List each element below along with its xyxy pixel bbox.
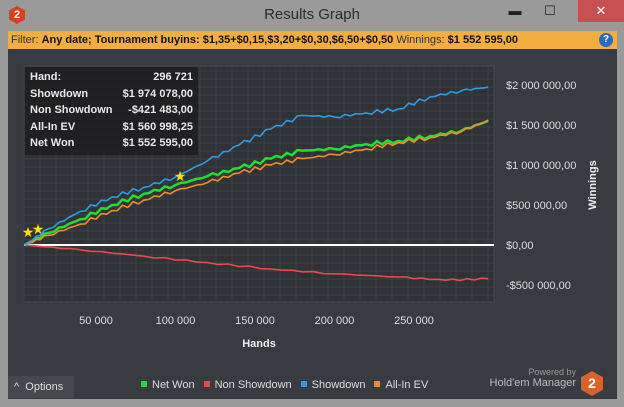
star-marker-icon: ★ [174,168,187,184]
maximize-button[interactable]: ☐ [544,3,556,18]
filter-label: Filter: [11,34,39,46]
tooltip-value: 296 721 [153,71,193,83]
hem-logo-icon: 2 [581,371,603,396]
tooltip-row: Hand: 296 721 [30,69,193,86]
legend-item[interactable]: Net Won [141,379,195,391]
y-tick-label: $500 000,00 [506,200,567,212]
legend-label: Non Showdown [214,379,292,391]
legend-label: Net Won [152,379,195,391]
y-tick-label: $2 000 000,00 [506,80,576,92]
x-tick-label: 100 000 [156,315,196,327]
x-tick-label: 50 000 [79,315,113,327]
hover-tooltip: Hand: 296 721 Showdown $1 974 078,00 Non Sho… [25,67,198,155]
powered-by-label: Powered by [528,367,576,377]
legend-item[interactable]: Showdown [300,379,366,391]
y-axis-label: Winnings [587,160,599,209]
title-bar: 2 Results Graph ▬ ☐ ✕ [0,0,624,30]
legend-item[interactable]: Non Showdown [203,379,292,391]
options-label: Options [25,381,64,393]
minimize-button[interactable]: ▬ [508,3,522,18]
tooltip-row: Non Showdown -$421 483,00 [30,102,193,119]
legend-item[interactable]: All-In EV [374,379,428,391]
legend-label: Showdown [311,379,366,391]
tooltip-row: Showdown $1 974 078,00 [30,86,193,103]
legend-swatch [374,381,381,387]
y-tick-label: $0,00 [506,240,534,252]
y-tick-label: $1 000 000,00 [506,160,576,172]
options-button[interactable]: ^ Options [8,376,74,398]
app-logo-icon: 2 [9,6,25,24]
legend-swatch [203,381,210,387]
y-tick-label: -$500 000,00 [506,280,571,292]
tooltip-row: All-In EV $1 560 998,25 [30,119,193,136]
legend-swatch [141,381,147,387]
tooltip-value: $1 560 998,25 [122,120,193,133]
tooltip-key: Hand: [30,71,62,83]
tooltip-key: All-In EV [30,120,76,133]
star-marker-icon: ★ [22,224,35,240]
filter-value[interactable]: Any date; Tournament buyins: $1,35+$0,15… [41,34,394,46]
winnings-label: Winnings: [396,34,445,46]
tooltip-key: Net Won [30,137,75,149]
brand-name: Hold'em Manager [489,377,576,389]
series-line-non-showdown [24,244,489,282]
winnings-value: $1 552 595,00 [447,34,519,46]
legend-label: All-In EV [385,379,429,391]
x-tick-label: 150 000 [235,315,275,327]
help-icon[interactable]: ? [599,33,613,47]
legend-swatch [300,381,307,387]
tooltip-value: -$421 483,00 [128,104,193,116]
star-marker-icon: ★ [32,221,45,237]
x-tick-label: 200 000 [315,315,355,327]
tooltip-key: Showdown [30,87,89,100]
series-line-all-in-ev [24,119,489,246]
series-line-net-won [23,119,489,247]
tooltip-row: Net Won $1 552 595,00 [30,135,193,152]
window-title: Results Graph [264,6,360,23]
filter-bar: Filter: Any date; Tournament buyins: $1,… [8,31,617,49]
series-line-showdown [23,86,489,246]
powered-by: Powered by Hold'em Manager [480,367,576,389]
chart-legend: Net Won Non Showdown Showdown All-In EV [141,379,428,391]
x-axis-label: Hands [242,338,276,350]
close-button[interactable]: ✕ [578,0,624,22]
chevron-up-icon: ^ [14,381,20,393]
tooltip-key: Non Showdown [30,104,112,116]
y-tick-label: $1 500 000,00 [506,120,576,132]
x-tick-label: 250 000 [394,315,434,327]
tooltip-value: $1 552 595,00 [122,137,193,149]
tooltip-value: $1 974 078,00 [122,87,193,100]
